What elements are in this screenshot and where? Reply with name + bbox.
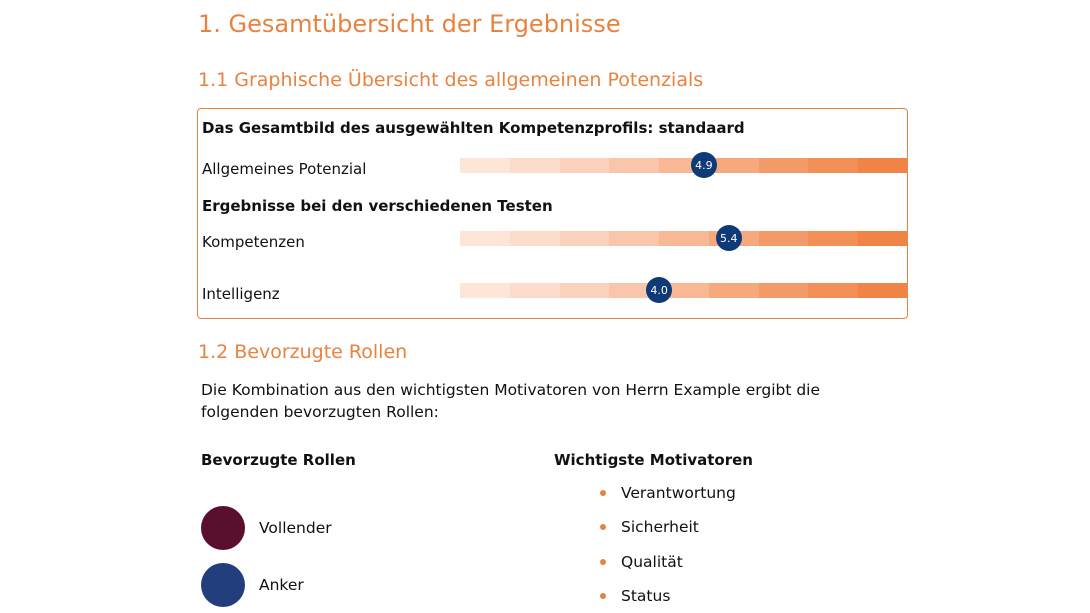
score-segment-1 [460, 283, 510, 298]
score-bar-intelligenz: 4.0 [460, 277, 909, 303]
row-label-allgemeines-potenzial: Allgemeines Potenzial [202, 160, 367, 178]
role-name: Vollender [259, 519, 332, 537]
role-name: Anker [259, 576, 304, 594]
section-1-2-title: 1.2 Bevorzugte Rollen [198, 341, 408, 363]
score-segment-1 [460, 231, 510, 246]
score-segment-3 [559, 158, 610, 173]
roles-heading: Bevorzugte Rollen [201, 451, 356, 469]
section-1-title: 1. Gesamtübersicht der Ergebnisse [198, 10, 621, 38]
motivator-label: Verantwortung [621, 484, 736, 502]
row-label-intelligenz: Intelligenz [202, 285, 280, 303]
score-segment-4 [609, 231, 660, 246]
score-segment-6 [708, 158, 759, 173]
score-segment-9 [858, 231, 909, 246]
role-color-dot [201, 563, 245, 607]
score-segment-7 [758, 283, 809, 298]
bullet-icon [600, 490, 606, 496]
role-vollender: Vollender [201, 506, 332, 550]
motivator-label: Sicherheit [621, 518, 699, 536]
score-segment-8 [808, 283, 859, 298]
score-segment-1 [460, 158, 510, 173]
tests-heading: Ergebnisse bei den verschiedenen Testen [202, 197, 553, 215]
score-segment-2 [509, 158, 560, 173]
motivators-heading: Wichtigste Motivatoren [554, 451, 753, 469]
motivator-label: Qualität [621, 553, 683, 571]
score-marker-allgemeines-potenzial: 4.9 [690, 152, 717, 178]
motivator-item: Qualität [600, 553, 683, 571]
bullet-icon [600, 559, 606, 565]
score-segment-9 [858, 283, 909, 298]
role-anker: Anker [201, 563, 304, 607]
bullet-icon [600, 524, 606, 530]
role-color-dot [201, 506, 245, 550]
score-segment-3 [559, 283, 610, 298]
score-marker-intelligenz: 4.0 [646, 277, 673, 303]
motivator-label: Status [621, 587, 671, 605]
potential-overview-box: Das Gesamtbild des ausgewählten Kompeten… [197, 108, 909, 319]
roles-intro-text: Die Kombination aus den wichtigsten Moti… [201, 381, 821, 421]
score-segment-6 [708, 283, 759, 298]
bullet-icon [600, 593, 606, 599]
motivator-item: Verantwortung [600, 484, 736, 502]
score-segment-8 [808, 231, 859, 246]
row-label-kompetenzen: Kompetenzen [202, 233, 305, 251]
score-segment-2 [509, 231, 560, 246]
motivator-item: Sicherheit [600, 518, 699, 536]
score-segment-2 [509, 283, 560, 298]
score-segment-9 [858, 158, 909, 173]
score-segment-4 [609, 158, 660, 173]
score-segment-8 [808, 158, 859, 173]
section-1-1-title: 1.1 Graphische Übersicht des allgemeinen… [198, 69, 704, 91]
score-segment-7 [758, 231, 809, 246]
score-bar-kompetenzen: 5.4 [460, 225, 909, 251]
motivator-item: Status [600, 587, 670, 605]
score-marker-kompetenzen: 5.4 [715, 225, 742, 251]
score-segment-7 [758, 158, 809, 173]
profile-heading: Das Gesamtbild des ausgewählten Kompeten… [202, 119, 745, 137]
score-segment-5 [659, 231, 709, 246]
score-bar-allgemeines-potenzial: 4.9 [460, 152, 909, 178]
score-segment-3 [559, 231, 610, 246]
